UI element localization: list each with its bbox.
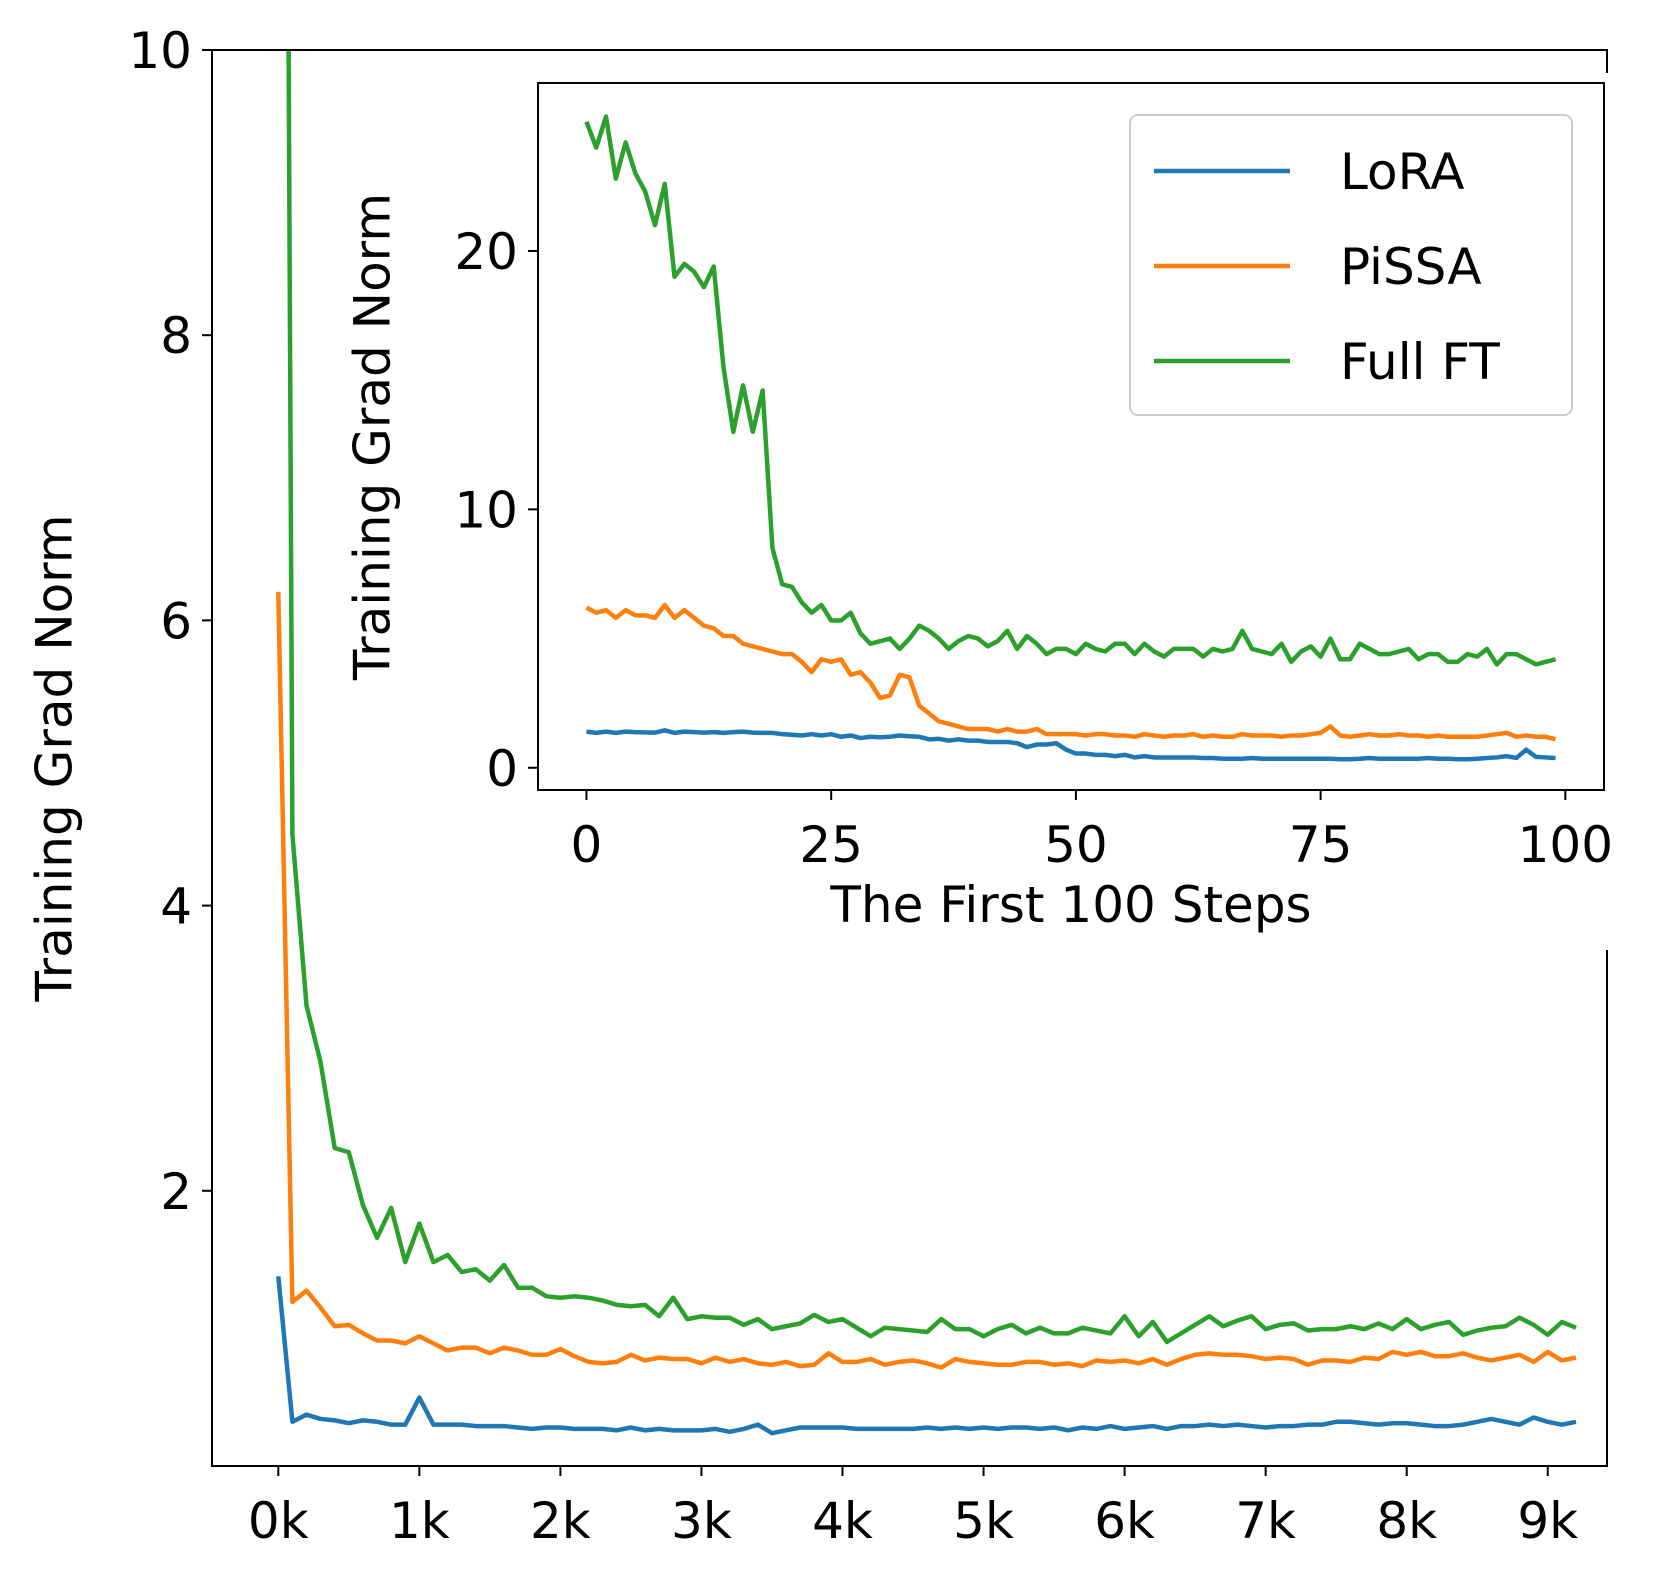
x-tick-label: 25 bbox=[799, 816, 863, 874]
x-tick-label: 50 bbox=[1044, 816, 1108, 874]
legend-box bbox=[1129, 114, 1573, 416]
chart: 0 25 50 75 100 0 10 20 Training Grad Norm The Fir… bbox=[344, 73, 1614, 950]
series-line bbox=[276, 591, 1577, 1370]
y-tick-label: 20 bbox=[454, 223, 518, 281]
y-tick-label: 0 bbox=[486, 740, 518, 798]
x-tick-label: 0k bbox=[248, 1492, 309, 1550]
legend-label: PiSSA bbox=[1340, 238, 1482, 296]
x-tick-label: 1k bbox=[389, 1492, 450, 1550]
y-tick-label: 6 bbox=[160, 592, 192, 650]
x-tick-label: 5k bbox=[953, 1492, 1014, 1550]
y-axis-label: Training Grad Norm bbox=[26, 514, 84, 1002]
y-tick-label: 2 bbox=[160, 1163, 192, 1221]
x-tick-label: 75 bbox=[1289, 816, 1353, 874]
x-tick-label: 3k bbox=[671, 1492, 732, 1550]
x-tick-label: 4k bbox=[812, 1492, 873, 1550]
x-tick-label: 2k bbox=[530, 1492, 591, 1550]
y-tick-label: 10 bbox=[128, 22, 192, 80]
series-line bbox=[585, 602, 1557, 742]
chart: 0k 1k 2k 3k 4k 5k 6k 7k 8k 9k 2 4 6 8 10 Training Grad … bbox=[26, 22, 1608, 1550]
legend-label: Full FT bbox=[1340, 333, 1500, 391]
x-tick-label: 7k bbox=[1235, 1492, 1296, 1550]
y-axis-label: Training Grad Norm bbox=[344, 193, 402, 681]
y-tick-label: 10 bbox=[454, 481, 518, 539]
axes-frame bbox=[537, 82, 1605, 791]
x-tick-label: 8k bbox=[1376, 1492, 1437, 1550]
series-line bbox=[586, 728, 1556, 762]
y-tick-label: 4 bbox=[160, 878, 192, 936]
x-tick-label: 6k bbox=[1094, 1492, 1155, 1550]
series-line bbox=[276, 1276, 1577, 1436]
x-axis-label: The First 100 Steps bbox=[829, 876, 1311, 934]
x-tick-label: 0 bbox=[571, 816, 603, 874]
y-tick-label: 8 bbox=[160, 307, 192, 365]
series-line bbox=[286, 50, 1577, 1345]
x-tick-label: 100 bbox=[1518, 816, 1613, 874]
legend-label: LoRA bbox=[1340, 143, 1465, 201]
x-tick-label: 9k bbox=[1517, 1492, 1578, 1550]
series-line bbox=[584, 114, 1557, 667]
